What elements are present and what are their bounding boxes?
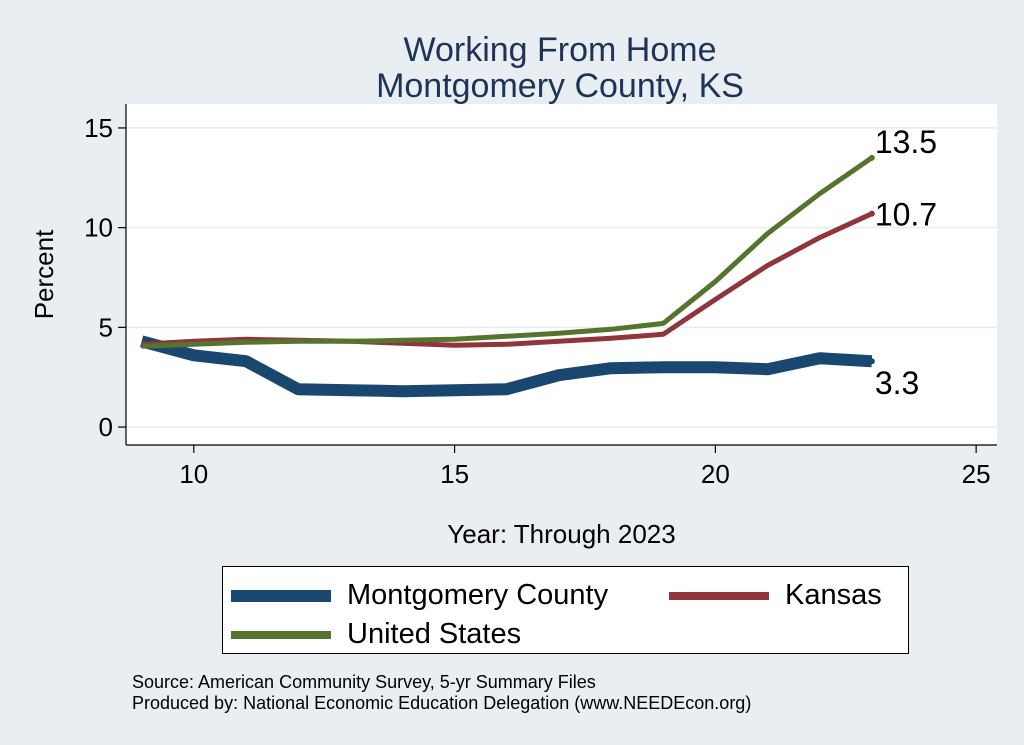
x-tick-label-20: 20	[701, 459, 730, 489]
series-line-montgomery-county	[140, 335, 873, 398]
legend-item-kansas: Kansas	[669, 579, 882, 612]
end-label-kansas: 10.7	[875, 197, 937, 233]
chart-subtitle: Montgomery County, KS	[376, 67, 744, 105]
x-tick-label-10: 10	[179, 459, 208, 489]
series-end-point-montgomery-county	[868, 358, 875, 365]
plot-area	[126, 104, 997, 445]
x-tick-label-25: 25	[962, 459, 991, 489]
y-tick-label-15: 15	[84, 113, 113, 143]
legend-label-montgomery: Montgomery County	[347, 579, 609, 611]
legend-swatch-united-states	[231, 630, 331, 639]
source-note: Source: American Community Survey, 5-yr …	[132, 672, 596, 692]
x-tick-label-15: 15	[440, 459, 469, 489]
legend-swatch-kansas	[669, 591, 769, 600]
y-tick-label-0: 0	[99, 412, 113, 442]
x-axis-title: Year: Through 2023	[447, 519, 675, 549]
legend-label-united-states: United States	[347, 618, 522, 650]
series-line-united-states	[141, 155, 874, 349]
y-tick-label-5: 5	[99, 312, 113, 342]
legend-label-kansas: Kansas	[785, 579, 882, 611]
legend: Montgomery County Kansas United States	[222, 566, 909, 654]
produced-by-note: Produced by: National Economic Education…	[132, 693, 752, 713]
y-axis-title: Percent	[29, 229, 59, 319]
legend-swatch-montgomery	[231, 589, 331, 602]
line-chart: 0 5 10 15 10 15 20 25 Year: Through 2023 Percent 3…	[29, 104, 997, 549]
series-end-point-kansas	[868, 210, 875, 217]
end-label-united-states: 13.5	[875, 124, 937, 160]
end-label-montgomery-county: 3.3	[875, 365, 919, 401]
legend-item-montgomery: Montgomery County	[231, 579, 608, 612]
chart-title: Working From Home	[403, 31, 717, 69]
y-tick-label-10: 10	[84, 213, 113, 243]
series-end-point-united-states	[868, 154, 875, 161]
legend-item-united-states: United States	[231, 618, 521, 651]
